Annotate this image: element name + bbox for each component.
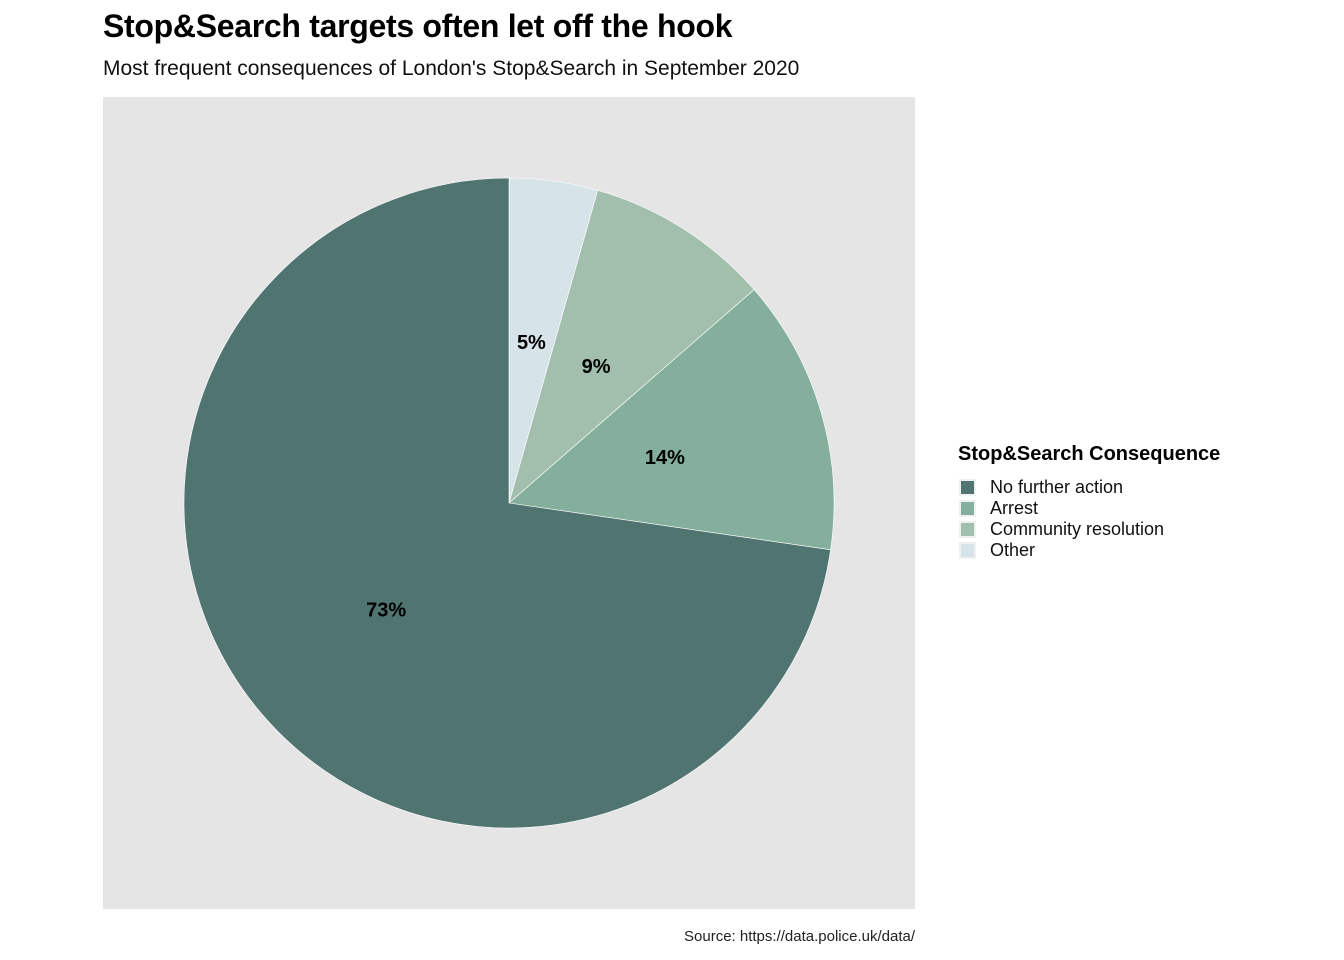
pie-slice-arrest xyxy=(508,289,835,551)
legend-key xyxy=(959,500,976,517)
slice-label: 14% xyxy=(645,447,685,469)
slice-label: 73% xyxy=(366,599,406,621)
chart-subtitle: Most frequent consequences of London's S… xyxy=(103,57,800,80)
chart-title: Stop&Search targets often let off the ho… xyxy=(103,8,733,44)
legend-item: Arrest xyxy=(958,498,1220,519)
legend-key xyxy=(959,479,976,496)
legend-item: Other xyxy=(958,540,1220,561)
pie-slice-community-resolution xyxy=(508,189,755,504)
legend-item: No further action xyxy=(958,477,1220,498)
legend-label: Arrest xyxy=(990,498,1039,518)
legend-label: No further action xyxy=(990,477,1124,497)
legend-key xyxy=(959,542,976,559)
legend-title: Stop&Search Consequence xyxy=(958,443,1221,465)
legend-key xyxy=(959,521,976,538)
legend-item: Community resolution xyxy=(958,519,1220,540)
legend-label: Other xyxy=(990,540,1036,560)
legend: Stop&Search Consequence No further actio… xyxy=(958,443,1220,561)
legend-label: Community resolution xyxy=(990,519,1165,539)
pie-slice-no-further-action xyxy=(183,177,831,829)
pie-chart: 5% 9% 14% 73% xyxy=(183,177,835,829)
slice-label: 9% xyxy=(582,356,611,378)
slice-label: 5% xyxy=(517,332,546,354)
source-caption: Source: https://data.police.uk/data/ xyxy=(684,928,915,945)
plot-panel: 5% 9% 14% 73% xyxy=(103,97,915,909)
